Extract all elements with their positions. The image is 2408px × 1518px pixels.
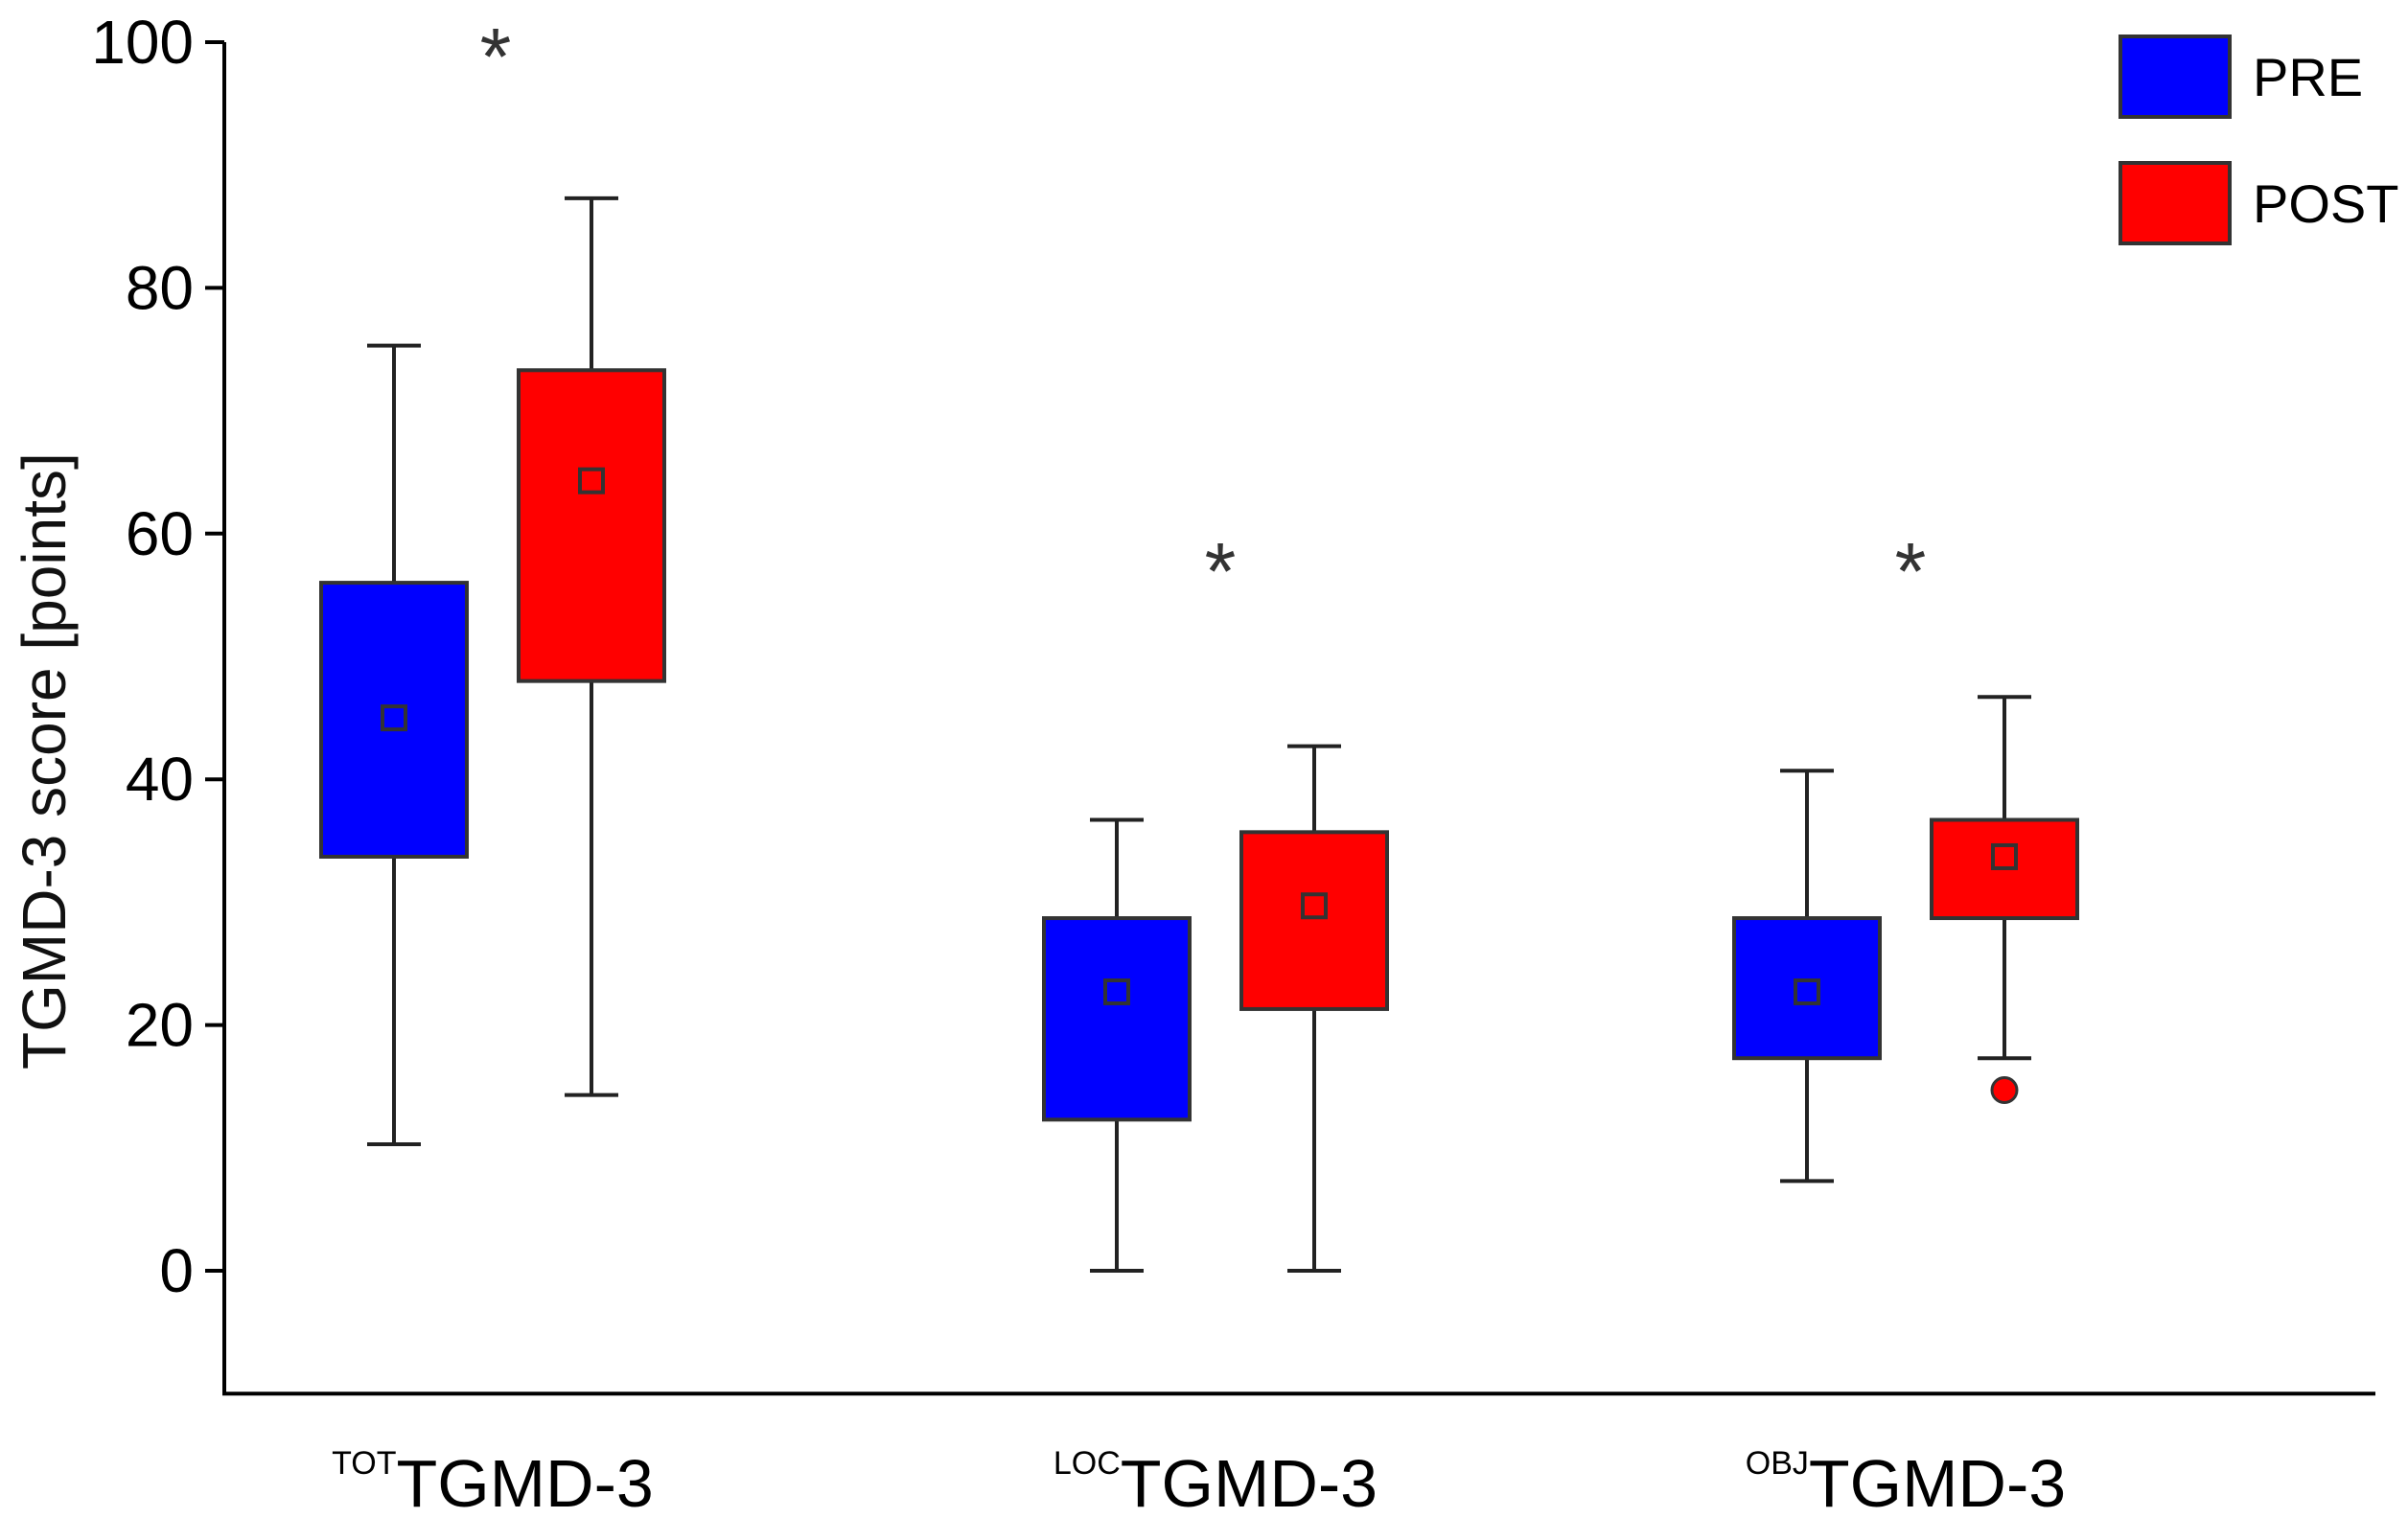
significance-star: * [1895, 526, 1927, 616]
plot-area: * * * [319, 12, 2079, 1273]
mean-marker [1794, 978, 1820, 1005]
significance-star: * [1205, 526, 1237, 616]
box-post [1239, 830, 1389, 1011]
category-label: OBJTGMD-3 [1746, 1445, 2066, 1518]
mean-marker [381, 704, 407, 732]
y-tick-label: 0 [159, 1236, 194, 1305]
legend-swatch-pre [2119, 34, 2232, 119]
axes: 0 20 40 60 80 100 TGMD-3 score [points] [10, 8, 2375, 1396]
mean-marker [578, 467, 605, 494]
category-label-superscript: LOC [1054, 1445, 1121, 1482]
y-tick-label: 40 [126, 745, 194, 814]
y-tick-label: 100 [91, 8, 194, 77]
box-post [517, 368, 666, 683]
category-label-main: TGMD-3 [1809, 1446, 2066, 1518]
legend-label-post: POST [2253, 173, 2398, 234]
category-label-main: TGMD-3 [1121, 1446, 1378, 1518]
legend: PRE POST [2119, 34, 2398, 245]
y-tick-label: 60 [126, 499, 194, 568]
box-pre [319, 581, 469, 859]
legend-label-pre: PRE [2253, 47, 2363, 107]
category-label: LOCTGMD-3 [1054, 1445, 1378, 1518]
category-label-main: TGMD-3 [397, 1446, 654, 1518]
y-tick-label: 80 [126, 253, 194, 322]
category-label: TOTTGMD-3 [332, 1445, 654, 1518]
mean-marker [1301, 892, 1328, 920]
category-labels: TOTTGMD-3 LOCTGMD-3 OBJTGMD-3 [332, 1445, 2066, 1518]
mean-marker [1103, 978, 1130, 1005]
significance-star: * [480, 12, 512, 102]
category-label-superscript: OBJ [1746, 1445, 1809, 1482]
y-tick-label: 20 [126, 991, 194, 1060]
category-label-superscript: TOT [332, 1445, 396, 1482]
y-axis-label: TGMD-3 score [points] [10, 452, 79, 1070]
outlier-point [1990, 1076, 2019, 1105]
mean-marker [1991, 842, 2018, 870]
box-pre [1732, 916, 1882, 1061]
box-pre [1042, 916, 1192, 1122]
legend-swatch-post [2119, 161, 2232, 245]
